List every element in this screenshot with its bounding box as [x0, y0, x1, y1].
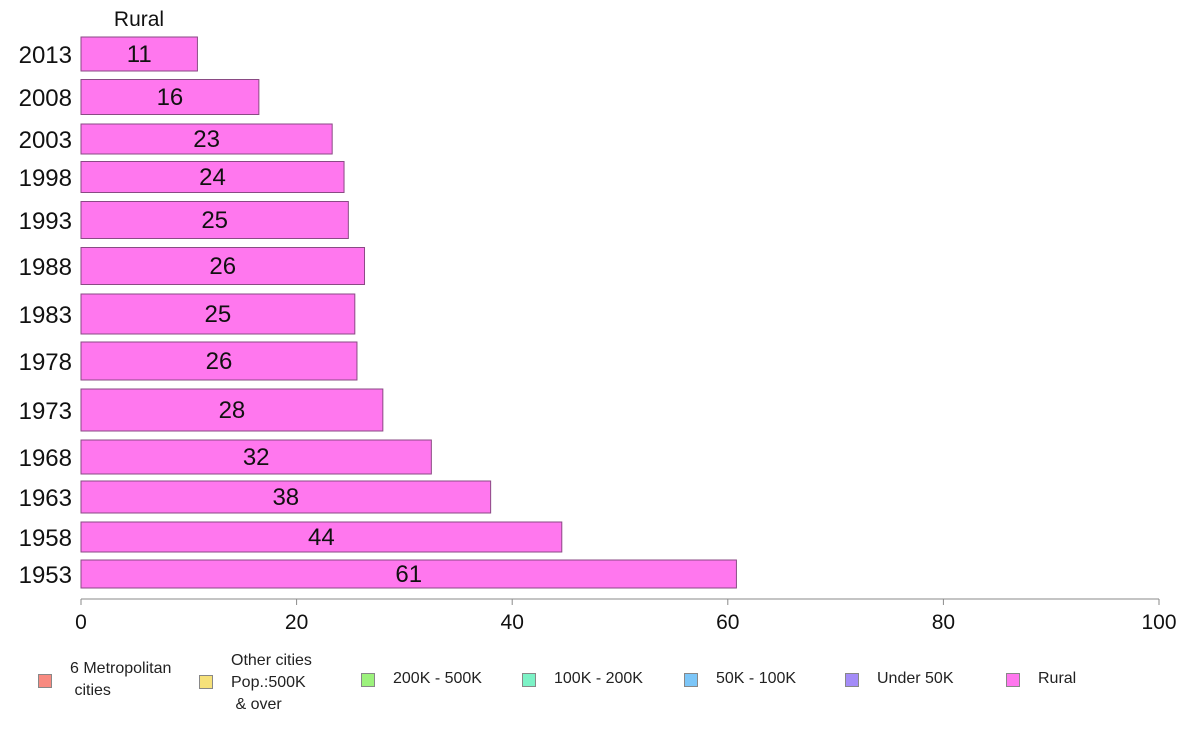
data-label-1963: 38 [272, 484, 299, 511]
bars-layer: 11 2013 16 2008 23 2003 24 1998 25 1993 26 1988 25 19… [19, 36, 737, 589]
x-tick-label-20: 20 [285, 611, 308, 634]
category-label-1988: 1988 [19, 254, 72, 281]
legend-swatch [1006, 673, 1020, 687]
legend-swatch [361, 673, 375, 687]
x-axis: 0 20 40 60 80 100 [75, 598, 1177, 634]
bar-2003 [80, 123, 333, 155]
legend-item-1: Other cities Pop.:500K & over [199, 650, 312, 716]
data-label-2013: 11 [127, 41, 152, 68]
category-label-2013: 2013 [19, 42, 72, 69]
legend-label: Under 50K [877, 670, 954, 687]
data-label-2003: 23 [193, 126, 220, 153]
chart-legend: 6 Metropolitan cities Other cities Pop.:5… [0, 650, 1188, 730]
bar-1953 [80, 559, 737, 589]
data-label-1998: 24 [199, 164, 226, 191]
legend-label: Other cities Pop.:500K & over [231, 652, 312, 713]
legend-label: 6 Metropolitan cities [70, 660, 172, 699]
bar-1963 [80, 480, 492, 514]
bar-1998 [80, 161, 345, 193]
legend-swatch [522, 673, 536, 687]
category-label-2008: 2008 [19, 85, 72, 112]
bar-1983 [80, 293, 356, 335]
data-label-1993: 25 [201, 207, 228, 234]
legend-label: 200K - 500K [393, 670, 482, 687]
bar-1978 [80, 341, 358, 381]
legend-swatch [845, 673, 859, 687]
category-label-1978: 1978 [19, 349, 72, 376]
category-label-2003: 2003 [19, 127, 72, 154]
category-label-1973: 1973 [19, 398, 72, 425]
data-label-1973: 28 [219, 397, 246, 424]
category-label-1993: 1993 [19, 208, 72, 235]
category-label-1953: 1953 [19, 562, 72, 589]
bar-1988 [80, 247, 366, 285]
category-label-1983: 1983 [19, 302, 72, 329]
x-tick-label-0: 0 [75, 611, 87, 634]
category-label-1963: 1963 [19, 485, 72, 512]
data-label-1968: 32 [243, 444, 270, 471]
legend-item-4: 50K - 100K [684, 668, 796, 690]
x-tick-label-80: 80 [932, 611, 955, 634]
legend-swatch [38, 674, 52, 688]
data-label-1958: 44 [308, 524, 335, 551]
bar-1993 [80, 201, 349, 239]
legend-label: 100K - 200K [554, 670, 643, 687]
legend-item-0: 6 Metropolitan cities [38, 658, 171, 702]
legend-item-3: 100K - 200K [522, 668, 643, 690]
data-label-2008: 16 [157, 84, 184, 111]
chart-title: Rural [114, 8, 164, 31]
bar-1958 [80, 521, 563, 553]
legend-item-5: Under 50K [845, 668, 954, 690]
category-label-1998: 1998 [19, 165, 72, 192]
legend-swatch [684, 673, 698, 687]
x-tick-label-40: 40 [501, 611, 524, 634]
data-label-1988: 26 [209, 253, 236, 280]
bar-chart: Rural 11 2013 16 2008 23 2003 24 1998 25 1993 26 19… [19, 8, 1177, 634]
data-label-1978: 26 [206, 348, 233, 375]
legend-item-6: Rural [1006, 668, 1076, 690]
legend-item-2: 200K - 500K [361, 668, 482, 690]
bar-2008 [80, 79, 260, 115]
legend-label: 50K - 100K [716, 670, 797, 687]
bar-1968 [80, 439, 432, 475]
category-label-1958: 1958 [19, 525, 72, 552]
category-label-1968: 1968 [19, 445, 72, 472]
data-label-1953: 61 [395, 561, 422, 588]
x-tick-label-60: 60 [716, 611, 739, 634]
bar-1973 [80, 388, 384, 432]
bar-2013 [80, 36, 198, 72]
legend-label: Rural [1038, 670, 1077, 687]
data-label-1983: 25 [205, 301, 232, 328]
legend-swatch [199, 675, 213, 689]
x-tick-label-100: 100 [1141, 611, 1176, 634]
